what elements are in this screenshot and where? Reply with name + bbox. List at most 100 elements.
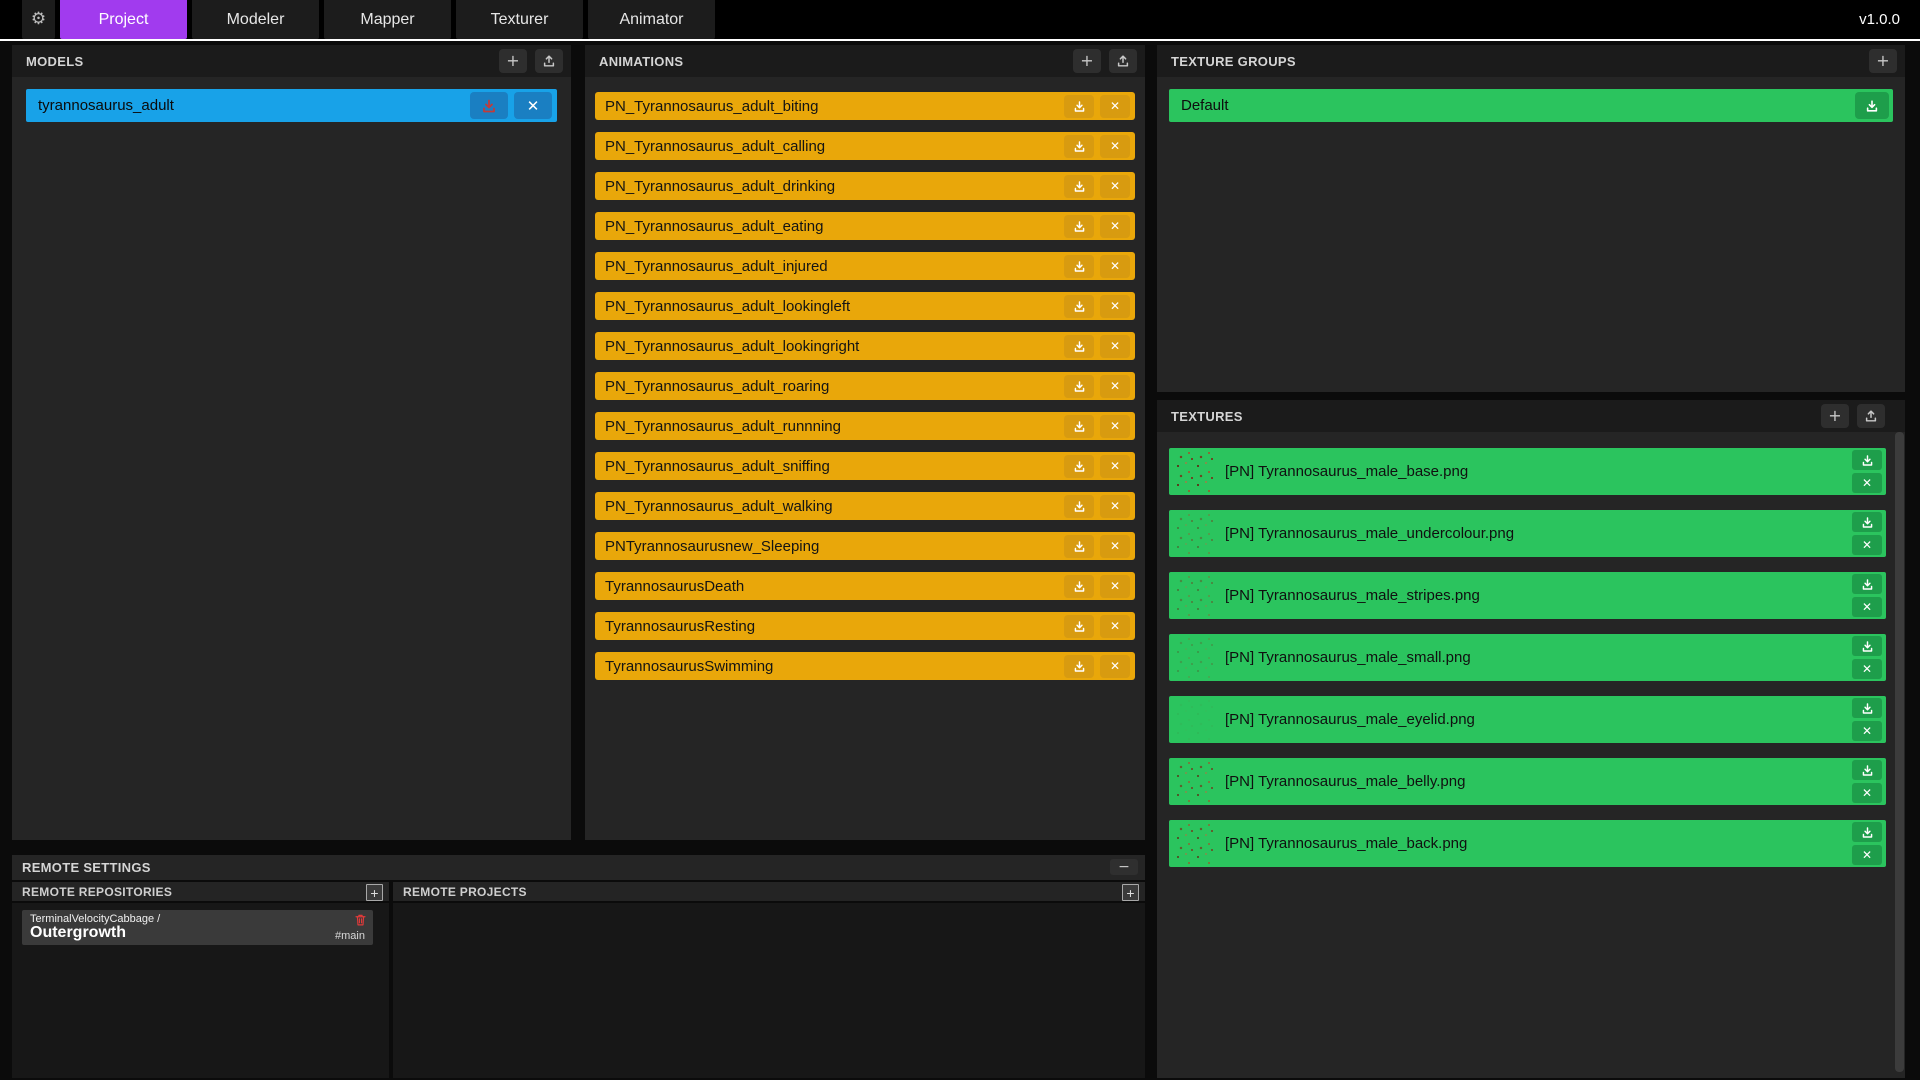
animation-item[interactable]: PN_Tyrannosaurus_adult_lookingright ✕ (595, 332, 1135, 360)
download-model-button[interactable] (470, 92, 508, 119)
texture-item[interactable]: [PN] Tyrannosaurus_male_eyelid.png ✕ (1169, 696, 1886, 743)
close-icon: ✕ (1109, 99, 1121, 113)
animation-item[interactable]: PN_Tyrannosaurus_adult_calling ✕ (595, 132, 1135, 160)
add-remote-project-button[interactable]: + (1122, 884, 1139, 901)
tab-texturer[interactable]: Texturer (456, 0, 583, 39)
animation-name: PNTyrannosaurusnew_Sleeping (605, 537, 820, 555)
download-texture-button[interactable] (1852, 698, 1882, 718)
texture-item[interactable]: [PN] Tyrannosaurus_male_belly.png ✕ (1169, 758, 1886, 805)
remove-animation-button[interactable]: ✕ (1100, 134, 1130, 158)
animation-item[interactable]: TyrannosaurusResting ✕ (595, 612, 1135, 640)
download-animation-button[interactable] (1064, 174, 1094, 198)
tab-project[interactable]: Project (60, 0, 187, 39)
tab-mapper[interactable]: Mapper (324, 0, 451, 39)
add-texture-button[interactable]: + (1821, 404, 1849, 428)
textures-scrollbar[interactable] (1895, 432, 1904, 1072)
remove-texture-button[interactable]: ✕ (1852, 597, 1882, 617)
animation-item[interactable]: TyrannosaurusSwimming ✕ (595, 652, 1135, 680)
remove-texture-button[interactable]: ✕ (1852, 535, 1882, 555)
remove-animation-button[interactable]: ✕ (1100, 414, 1130, 438)
download-animation-button[interactable] (1064, 134, 1094, 158)
remove-texture-button[interactable]: ✕ (1852, 473, 1882, 493)
download-texture-group-button[interactable] (1855, 92, 1889, 119)
settings-button[interactable]: ⚙ (22, 0, 55, 39)
download-animation-button[interactable] (1064, 454, 1094, 478)
download-animation-button[interactable] (1064, 414, 1094, 438)
remove-animation-button[interactable]: ✕ (1100, 94, 1130, 118)
remove-animation-button[interactable]: ✕ (1100, 334, 1130, 358)
remove-animation-button[interactable]: ✕ (1100, 294, 1130, 318)
texture-item[interactable]: [PN] Tyrannosaurus_male_base.png ✕ (1169, 448, 1886, 495)
download-animation-button[interactable] (1064, 494, 1094, 518)
remove-animation-button[interactable]: ✕ (1100, 174, 1130, 198)
animation-item[interactable]: PN_Tyrannosaurus_adult_drinking ✕ (595, 172, 1135, 200)
download-animation-button[interactable] (1064, 334, 1094, 358)
download-texture-button[interactable] (1852, 822, 1882, 842)
texture-item[interactable]: [PN] Tyrannosaurus_male_back.png ✕ (1169, 820, 1886, 867)
animation-item[interactable]: PN_Tyrannosaurus_adult_runnning ✕ (595, 412, 1135, 440)
repository-item[interactable]: TerminalVelocityCabbage / Outergrowth #m… (22, 910, 373, 945)
remove-animation-button[interactable]: ✕ (1100, 654, 1130, 678)
remove-animation-button[interactable]: ✕ (1100, 494, 1130, 518)
download-animation-button[interactable] (1064, 574, 1094, 598)
download-animation-button[interactable] (1064, 534, 1094, 558)
import-texture-button[interactable] (1857, 404, 1885, 428)
download-icon (1862, 764, 1872, 776)
texture-group-item[interactable]: Default (1169, 89, 1893, 122)
texture-item[interactable]: [PN] Tyrannosaurus_male_stripes.png ✕ (1169, 572, 1886, 619)
add-repository-button[interactable]: + (366, 884, 383, 901)
remove-animation-button[interactable]: ✕ (1100, 254, 1130, 278)
remove-texture-button[interactable]: ✕ (1852, 845, 1882, 865)
download-texture-button[interactable] (1852, 636, 1882, 656)
remove-animation-button[interactable]: ✕ (1100, 574, 1130, 598)
tab-bar: Project Modeler Mapper Texturer Animator (60, 0, 715, 39)
download-texture-button[interactable] (1852, 574, 1882, 594)
texture-item[interactable]: [PN] Tyrannosaurus_male_small.png ✕ (1169, 634, 1886, 681)
remove-model-button[interactable]: ✕ (514, 92, 552, 119)
texture-group-name: Default (1181, 97, 1229, 114)
animation-name: PN_Tyrannosaurus_adult_calling (605, 137, 826, 155)
download-animation-button[interactable] (1064, 214, 1094, 238)
download-texture-button[interactable] (1852, 450, 1882, 470)
animation-item[interactable]: PNTyrannosaurusnew_Sleeping ✕ (595, 532, 1135, 560)
download-texture-button[interactable] (1852, 512, 1882, 532)
texture-item[interactable]: [PN] Tyrannosaurus_male_undercolour.png … (1169, 510, 1886, 557)
remove-animation-button[interactable]: ✕ (1100, 454, 1130, 478)
download-animation-button[interactable] (1064, 254, 1094, 278)
animation-item[interactable]: PN_Tyrannosaurus_adult_sniffing ✕ (595, 452, 1135, 480)
upload-icon (1865, 410, 1877, 422)
add-model-button[interactable]: + (499, 49, 527, 73)
animation-item[interactable]: TyrannosaurusDeath ✕ (595, 572, 1135, 600)
download-texture-button[interactable] (1852, 760, 1882, 780)
animation-item[interactable]: PN_Tyrannosaurus_adult_biting ✕ (595, 92, 1135, 120)
tab-modeler[interactable]: Modeler (192, 0, 319, 39)
animation-item[interactable]: PN_Tyrannosaurus_adult_roaring ✕ (595, 372, 1135, 400)
animation-item[interactable]: PN_Tyrannosaurus_adult_walking ✕ (595, 492, 1135, 520)
download-animation-button[interactable] (1064, 374, 1094, 398)
add-animation-button[interactable]: + (1073, 49, 1101, 73)
import-animation-button[interactable] (1109, 49, 1137, 73)
animation-item[interactable]: PN_Tyrannosaurus_adult_lookingleft ✕ (595, 292, 1135, 320)
remove-animation-button[interactable]: ✕ (1100, 374, 1130, 398)
texture-name: [PN] Tyrannosaurus_male_eyelid.png (1225, 711, 1475, 728)
model-item[interactable]: tyrannosaurus_adult ✕ (26, 89, 557, 122)
remove-animation-button[interactable]: ✕ (1100, 614, 1130, 638)
animation-name: PN_Tyrannosaurus_adult_eating (605, 217, 824, 235)
download-animation-button[interactable] (1064, 614, 1094, 638)
remove-texture-button[interactable]: ✕ (1852, 783, 1882, 803)
collapse-remote-settings-button[interactable]: − (1110, 859, 1138, 875)
animation-item[interactable]: PN_Tyrannosaurus_adult_injured ✕ (595, 252, 1135, 280)
delete-repository-button[interactable] (354, 913, 367, 927)
remove-texture-button[interactable]: ✕ (1852, 659, 1882, 679)
animation-item[interactable]: PN_Tyrannosaurus_adult_eating ✕ (595, 212, 1135, 240)
remove-animation-button[interactable]: ✕ (1100, 534, 1130, 558)
tab-animator[interactable]: Animator (588, 0, 715, 39)
download-animation-button[interactable] (1064, 294, 1094, 318)
download-animation-button[interactable] (1064, 654, 1094, 678)
import-model-button[interactable] (535, 49, 563, 73)
add-texture-group-button[interactable]: + (1869, 49, 1897, 73)
remove-animation-button[interactable]: ✕ (1100, 214, 1130, 238)
download-animation-button[interactable] (1064, 94, 1094, 118)
remove-texture-button[interactable]: ✕ (1852, 721, 1882, 741)
